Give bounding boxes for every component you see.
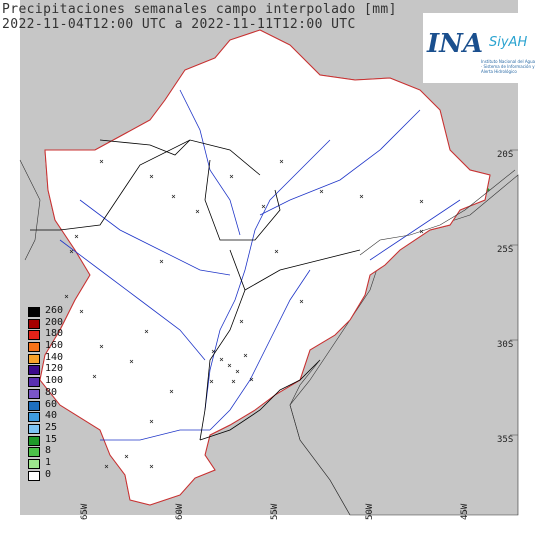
- legend-item: 40: [28, 410, 88, 423]
- legend-swatch: [28, 342, 40, 353]
- legend-item: 60: [28, 398, 88, 412]
- lon-label-65w: 65W: [80, 503, 90, 520]
- lon-label-45w: 45W: [460, 503, 470, 520]
- legend-label: 60: [45, 398, 58, 410]
- legend-label: 0: [45, 468, 52, 480]
- legend-label: 260: [45, 305, 64, 316]
- legend-item: 140: [28, 351, 88, 365]
- axis-ticks: [84, 149, 518, 515]
- legend-label: 180: [45, 328, 64, 340]
- legend-swatch: [28, 318, 40, 329]
- legend-swatch: [28, 388, 40, 399]
- lon-label-50w: 50W: [365, 503, 375, 520]
- legend-label: 80: [45, 386, 58, 398]
- ina-siyah-logo: INA SiyAH Instituto Nacional del Agua · …: [423, 13, 538, 83]
- map-title: Precipitaciones semanales campo interpol…: [2, 2, 397, 17]
- legend-label: 8: [45, 445, 52, 457]
- legend-swatch: [28, 365, 40, 376]
- legend-item: 8: [28, 445, 88, 458]
- legend-item: 200: [28, 316, 88, 330]
- legend-item: 15: [28, 433, 88, 447]
- logo-subtitle: Instituto Nacional del Agua · Sistema de…: [481, 59, 536, 74]
- legend-item: 1: [28, 456, 88, 470]
- ina-logo-text: INA: [427, 29, 484, 59]
- legend-swatch: [28, 412, 40, 423]
- lat-label-25s: 25S: [497, 245, 514, 255]
- legend-item: 260: [28, 305, 88, 318]
- country-borders: [30, 139, 361, 441]
- legend-swatch: [28, 330, 40, 341]
- legend-swatch: [28, 447, 40, 458]
- legend-item: 80: [28, 386, 88, 400]
- legend-label: 25: [45, 421, 58, 433]
- lon-label-55w: 55W: [270, 503, 280, 520]
- legend-swatch: [28, 400, 40, 411]
- legend-swatch: [28, 470, 40, 481]
- lat-label-30s: 30S: [497, 340, 514, 350]
- map-period: 2022-11-04T12:00 UTC a 2022-11-11T12:00 …: [2, 17, 356, 32]
- legend-label: 140: [45, 351, 64, 363]
- legend-swatch: [28, 353, 40, 364]
- legend-item: 180: [28, 328, 88, 341]
- legend-label: 200: [45, 316, 64, 328]
- legend-label: 120: [45, 363, 64, 375]
- legend-label: 40: [45, 410, 58, 422]
- rivers: [59, 89, 461, 441]
- stations: [64, 159, 424, 469]
- lon-label-60w: 60W: [175, 503, 185, 520]
- legend-swatch: [28, 435, 40, 446]
- legend-label: 160: [45, 340, 64, 352]
- lat-label-35s: 35S: [497, 435, 514, 445]
- legend-label: 15: [45, 433, 58, 445]
- legend-swatch: [28, 423, 40, 434]
- legend-item: 120: [28, 363, 88, 376]
- legend-item: 25: [28, 421, 88, 435]
- legend-item: 100: [28, 375, 88, 388]
- legend-swatch: [28, 307, 40, 317]
- legend-swatch: [28, 377, 40, 388]
- legend-label: 100: [45, 375, 64, 387]
- legend-label: 1: [45, 456, 52, 468]
- legend-item: 160: [28, 340, 88, 353]
- legend-item: 0: [28, 468, 88, 482]
- precipitation-legend: 260 200 180 160 140 120 100 80 60 40 25 15 8 1 0: [28, 305, 88, 482]
- lat-label-20s: 20S: [497, 150, 514, 160]
- legend-swatch: [28, 458, 40, 469]
- siyah-logo-text: SiyAH: [489, 35, 528, 50]
